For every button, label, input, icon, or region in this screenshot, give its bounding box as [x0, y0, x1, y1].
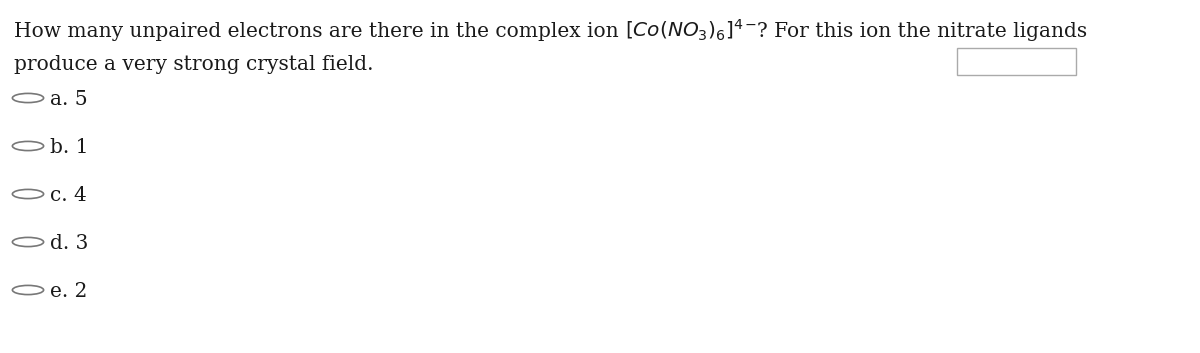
Text: d. 3: d. 3: [50, 234, 89, 253]
Text: a. 5: a. 5: [50, 90, 88, 109]
FancyBboxPatch shape: [958, 48, 1076, 75]
Text: ? For this ion the nitrate ligands: ? For this ion the nitrate ligands: [757, 22, 1087, 41]
Text: c. 4: c. 4: [50, 186, 86, 205]
Text: $[Co(NO_3)_6]^{4-}$: $[Co(NO_3)_6]^{4-}$: [625, 18, 757, 43]
Text: How many unpaired electrons are there in the complex ion: How many unpaired electrons are there in…: [14, 22, 625, 41]
Text: produce a very strong crystal field.: produce a very strong crystal field.: [14, 55, 373, 74]
Text: b. 1: b. 1: [50, 138, 89, 157]
Text: e. 2: e. 2: [50, 282, 88, 301]
